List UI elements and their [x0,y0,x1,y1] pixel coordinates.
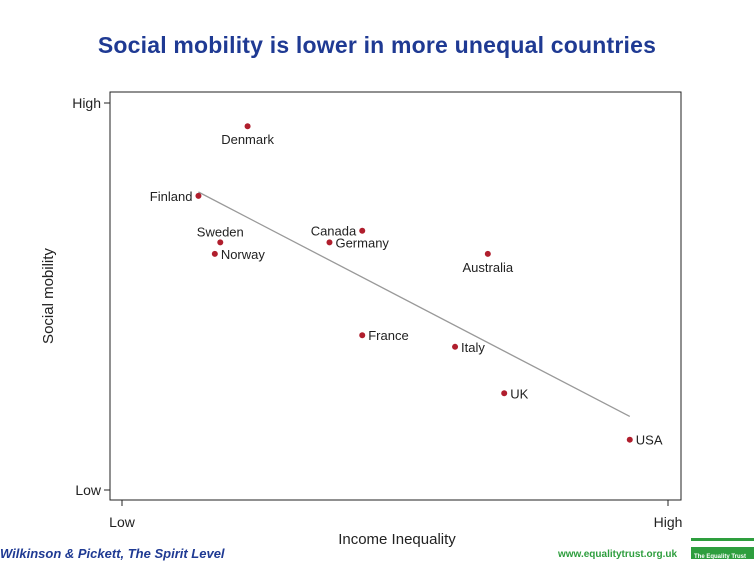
axis-ticks: Low High Low High [72,95,682,530]
logo-band: The Equality Trust [691,547,754,560]
point-finland [195,192,202,199]
point-label-canada: Canada [311,224,357,239]
point-label-australia: Australia [463,260,514,275]
point-label-norway: Norway [221,247,266,262]
point-canada [359,227,366,234]
y-tick-label-1: High [72,95,101,111]
equality-trust-logo: The Equality Trust [691,538,754,565]
point-norway [211,250,218,257]
point-sweden [217,239,224,246]
point-uk [501,390,508,397]
x-tick-label-1: High [654,514,683,530]
point-label-germany: Germany [335,235,389,250]
y-tick-label-0: Low [75,482,102,498]
y-axis-title: Social mobility [40,248,57,344]
point-italy [452,343,459,350]
x-axis-title: Income Inequality [338,531,456,548]
point-label-finland: Finland [150,189,193,204]
point-label-france: France [368,328,408,343]
point-denmark [244,123,251,130]
trendline [198,191,631,418]
point-label-sweden: Sweden [197,224,244,239]
point-label-italy: Italy [461,340,485,355]
website-link[interactable]: www.equalitytrust.org.uk [558,549,678,560]
point-germany [326,239,333,246]
plot-frame [109,91,682,501]
logo-text: The Equality Trust [694,554,747,560]
point-label-denmark: Denmark [221,132,274,147]
point-usa [626,436,633,443]
point-label-uk: UK [510,386,528,401]
point-australia [484,250,491,257]
point-label-usa: USA [636,433,663,448]
x-tick-label-0: Low [109,514,136,530]
source-credit: Wilkinson & Pickett, The Spirit Level [0,546,225,561]
point-france [359,332,366,339]
chart-title: Social mobility is lower in more unequal… [97,32,657,58]
